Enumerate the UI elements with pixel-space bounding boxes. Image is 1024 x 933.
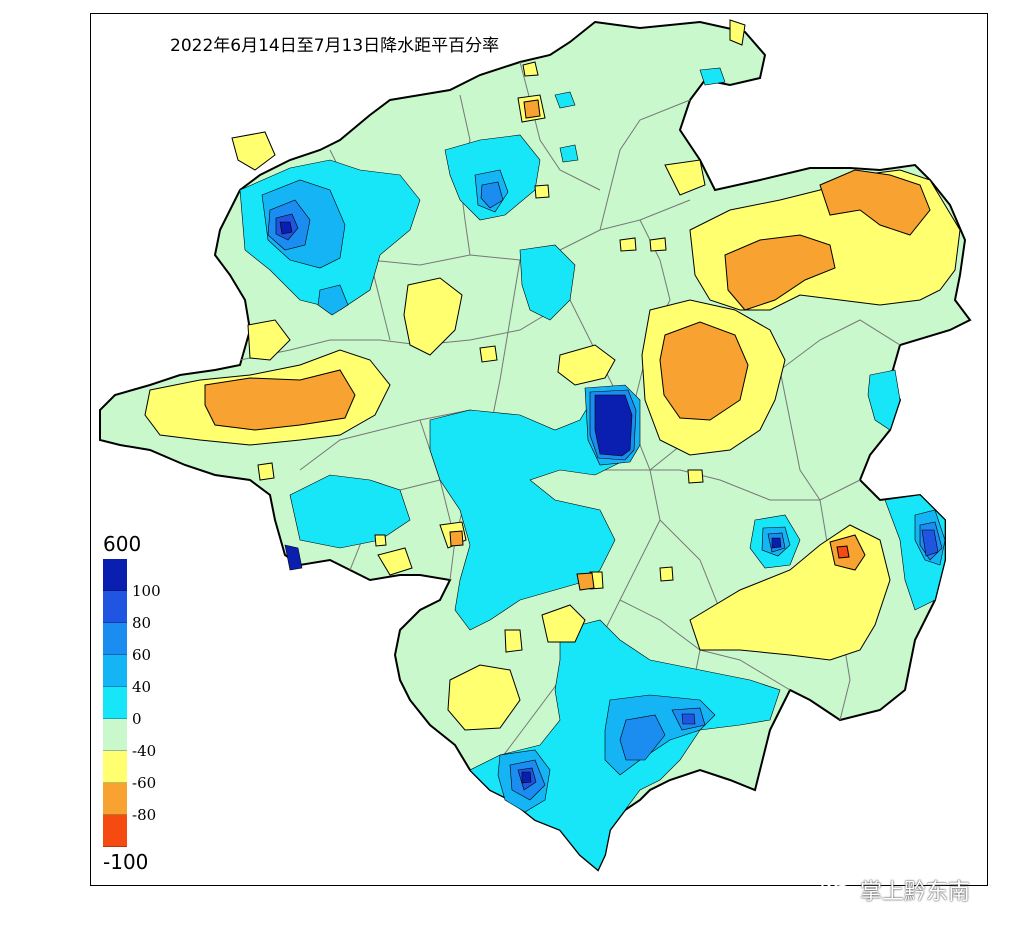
legend-bottom-label: -100 — [103, 850, 149, 874]
legend-label: 60 — [132, 646, 152, 664]
red-zones — [836, 545, 850, 559]
watermark: 掌上黔东南 — [820, 874, 970, 906]
legend-swatch — [103, 623, 127, 655]
map-title: 2022年6月14日至7月13日降水距平百分率 — [170, 36, 500, 56]
wechat-icon — [821, 878, 852, 901]
legend-swatch — [103, 719, 127, 751]
legend-swatch — [103, 559, 127, 591]
legend-swatch — [103, 591, 127, 623]
legend-label: 80 — [132, 614, 152, 632]
color-legend — [103, 559, 127, 847]
legend-swatch — [103, 815, 127, 847]
watermark-text: 掌上黔东南 — [860, 880, 971, 905]
orange-zones — [204, 99, 931, 591]
legend-label: -60 — [132, 774, 157, 792]
map-frame — [90, 13, 988, 886]
legend-label: -80 — [132, 806, 157, 824]
legend-label: -40 — [132, 742, 157, 760]
legend-label: 100 — [132, 582, 161, 600]
legend-swatch — [103, 687, 127, 719]
dark-blue-zones — [275, 213, 939, 791]
legend-top-label: 600 — [103, 532, 142, 556]
legend-swatch — [103, 751, 127, 783]
legend-swatch — [103, 655, 127, 687]
legend-swatch — [103, 783, 127, 815]
legend-label: 40 — [132, 678, 152, 696]
legend-label: 0 — [132, 710, 142, 728]
